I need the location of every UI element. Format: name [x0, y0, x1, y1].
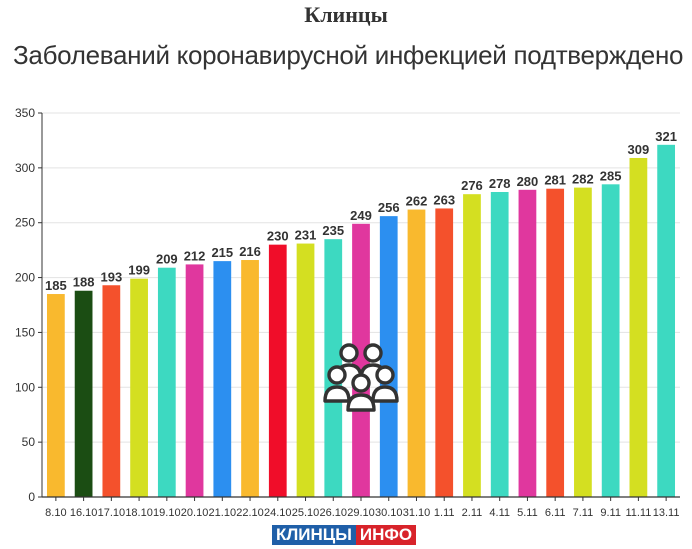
axes: 0 50 100 150 200 250 300 350 8.10 16.10 17.10 18.10… [15, 106, 680, 519]
x-tick-label: 25.10 [292, 507, 320, 519]
data-label: 231 [295, 228, 317, 243]
chart-subtitle: Заболеваний коронавирусной инфекцией под… [13, 40, 684, 70]
site-logo: КЛИНЦЫ ИНФО [272, 525, 417, 545]
bar [102, 285, 121, 497]
data-label: 309 [628, 142, 650, 157]
bar [435, 208, 454, 498]
bar [463, 194, 481, 497]
x-tick-label: 6.11 [545, 507, 566, 519]
y-tick-label: 200 [15, 271, 35, 285]
x-tick-label: 13.11 [653, 507, 680, 519]
bar [352, 223, 370, 497]
x-tick-label: 16.10 [70, 507, 98, 519]
x-tick-label: 9.11 [600, 507, 621, 519]
data-label: 215 [211, 245, 233, 260]
bars: 185 188 193 199 209 212 215 216 230 231 235 249 256 2… [45, 129, 677, 498]
x-tick-label: 4.11 [489, 507, 510, 519]
bar [185, 264, 204, 497]
y-tick-label: 350 [15, 106, 35, 120]
data-label: 278 [489, 176, 511, 191]
bar [379, 216, 398, 498]
bar [241, 260, 259, 497]
data-label: 249 [350, 208, 372, 223]
data-label: 256 [378, 200, 400, 215]
y-tick-label: 250 [15, 216, 35, 230]
y-tick-label: 0 [28, 490, 35, 504]
x-tick-label: 11.11 [625, 507, 651, 519]
data-label: 262 [406, 194, 428, 209]
bar [157, 267, 176, 497]
x-tick-label: 7.11 [573, 507, 594, 519]
bar [130, 278, 148, 497]
bar [268, 244, 287, 497]
bar [213, 261, 232, 497]
bar [601, 184, 620, 498]
data-label: 193 [100, 269, 122, 284]
x-tick-label: 19.10 [153, 507, 181, 519]
data-label: 230 [267, 229, 289, 244]
data-label: 280 [517, 174, 539, 189]
x-tick-label: 1.11 [434, 507, 455, 519]
data-label: 185 [45, 278, 67, 293]
y-tick-label: 100 [15, 380, 35, 394]
x-tick-label: 24.10 [264, 507, 292, 519]
bar [407, 209, 426, 497]
bar [574, 187, 592, 497]
data-label: 188 [73, 275, 95, 290]
data-label: 285 [600, 168, 622, 183]
x-tick-label: 5.11 [517, 507, 538, 519]
data-label: 199 [128, 263, 150, 278]
bar [490, 191, 509, 497]
x-tick-label: 22.10 [236, 507, 264, 519]
data-label: 235 [322, 223, 344, 238]
x-tick-label: 18.10 [125, 507, 153, 519]
data-label: 276 [461, 178, 483, 193]
bar [518, 189, 537, 498]
x-tick-label: 17.10 [98, 507, 126, 519]
data-label: 216 [239, 244, 261, 259]
x-tick-label: 8.10 [45, 507, 66, 519]
bar [46, 294, 65, 497]
bar [296, 243, 315, 497]
bar [629, 157, 648, 498]
x-tick-label: 29.10 [347, 507, 375, 519]
y-tick-label: 300 [15, 161, 35, 175]
data-label: 321 [655, 129, 677, 144]
bar [74, 290, 93, 497]
people-group-icon [323, 343, 399, 412]
data-label: 281 [544, 173, 566, 188]
x-tick-label: 26.10 [319, 507, 347, 519]
x-tick-label: 2.11 [462, 507, 483, 519]
data-label: 209 [156, 252, 178, 267]
logo-part-2: ИНФО [355, 525, 417, 545]
x-tick-label: 30.10 [375, 507, 403, 519]
logo-part-1: КЛИНЦЫ [272, 525, 356, 545]
bar [657, 144, 676, 497]
city-title: Клинцы [304, 2, 388, 27]
y-tick-label: 50 [22, 435, 36, 449]
data-label: 282 [572, 172, 594, 187]
y-tick-label: 150 [15, 325, 35, 339]
x-tick-label: 21.10 [209, 507, 237, 519]
x-tick-label: 31.10 [403, 507, 431, 519]
data-label: 212 [184, 248, 206, 263]
data-label: 263 [433, 192, 455, 207]
bar [546, 188, 565, 497]
x-tick-label: 20.10 [181, 507, 209, 519]
